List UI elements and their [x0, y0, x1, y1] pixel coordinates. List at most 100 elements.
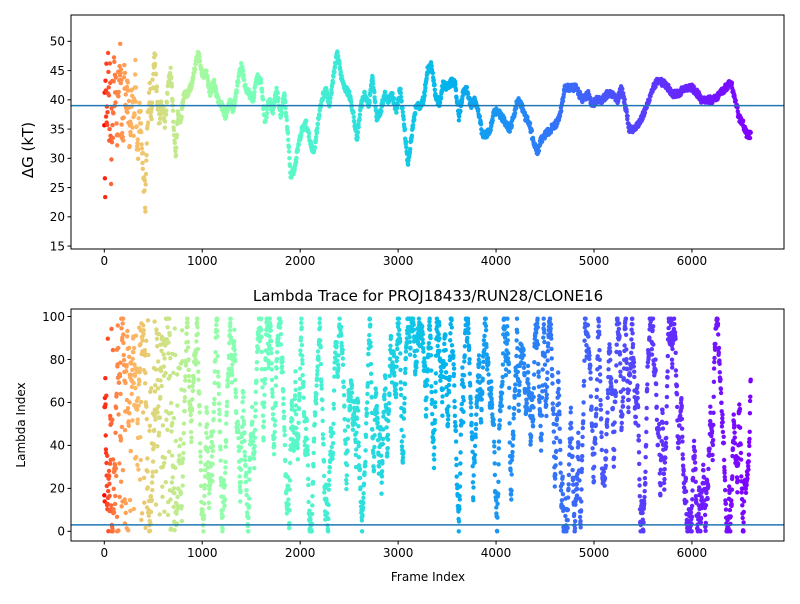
- lambda-point: [556, 370, 560, 374]
- delta-g-point: [139, 130, 143, 134]
- lambda-point: [510, 472, 514, 476]
- lambda-point: [537, 400, 541, 404]
- lambda-point: [541, 335, 545, 339]
- lambda-point: [165, 325, 169, 329]
- lambda-point: [213, 358, 217, 362]
- lambda-point: [571, 478, 575, 482]
- lambda-point: [397, 317, 401, 321]
- lambda-point: [332, 388, 336, 392]
- delta-g-point: [316, 122, 320, 126]
- lambda-point: [493, 461, 497, 465]
- delta-g-point: [328, 100, 332, 104]
- lambda-point: [542, 322, 546, 326]
- lambda-point: [129, 449, 133, 453]
- lambda-point: [190, 418, 194, 422]
- lambda-point: [401, 450, 405, 454]
- lambda-point: [256, 347, 260, 351]
- lambda-point: [467, 357, 471, 361]
- lambda-point: [125, 334, 129, 338]
- lambda-point: [223, 471, 227, 475]
- lambda-point: [274, 401, 278, 405]
- y-tick-label: 35: [50, 122, 65, 136]
- lambda-point: [144, 339, 148, 343]
- lambda-point: [583, 317, 587, 321]
- lambda-point: [397, 321, 401, 325]
- lambda-point: [164, 480, 168, 484]
- lambda-point: [374, 387, 378, 391]
- lambda-point: [144, 405, 148, 409]
- lambda-point: [399, 428, 403, 432]
- delta-g-point: [140, 146, 144, 150]
- lambda-point: [505, 324, 509, 328]
- lambda-point: [526, 382, 530, 386]
- delta-g-point: [399, 95, 403, 99]
- lambda-point: [189, 430, 193, 434]
- lambda-point: [320, 398, 324, 402]
- lambda-point: [608, 345, 612, 349]
- lambda-point: [110, 418, 114, 422]
- lambda-point: [345, 473, 349, 477]
- lambda-point: [103, 376, 107, 380]
- lambda-point: [473, 453, 477, 457]
- lambda-point: [327, 478, 331, 482]
- lambda-point: [463, 353, 467, 357]
- lambda-point: [580, 458, 584, 462]
- delta-g-point: [134, 100, 138, 104]
- lambda-point: [311, 464, 315, 468]
- lambda-point: [141, 410, 145, 414]
- delta-g-point: [110, 140, 114, 144]
- lambda-point: [550, 367, 554, 371]
- lambda-point: [142, 501, 146, 505]
- lambda-point: [288, 487, 292, 491]
- lambda-point: [482, 334, 486, 338]
- lambda-point: [415, 360, 419, 364]
- lambda-point: [312, 451, 316, 455]
- lambda-point: [594, 412, 598, 416]
- lambda-point: [107, 469, 111, 473]
- lambda-point: [606, 367, 610, 371]
- lambda-point: [441, 387, 445, 391]
- delta-g-point: [114, 75, 118, 79]
- delta-g-point: [422, 93, 426, 97]
- lambda-point: [209, 433, 213, 437]
- lambda-point: [113, 431, 117, 435]
- lambda-point: [469, 401, 473, 405]
- lambda-point: [360, 518, 364, 522]
- lambda-point: [311, 480, 315, 484]
- delta-g-point: [423, 86, 427, 90]
- lambda-point: [125, 329, 129, 333]
- lambda-point: [298, 377, 302, 381]
- lambda-point: [454, 439, 458, 443]
- lambda-point: [242, 439, 246, 443]
- lambda-point: [395, 347, 399, 351]
- lambda-point: [262, 425, 266, 429]
- lambda-point: [173, 466, 177, 470]
- lambda-point: [622, 343, 626, 347]
- delta-g-point: [453, 82, 457, 86]
- lambda-point: [514, 354, 518, 358]
- lambda-point: [545, 385, 549, 389]
- delta-g-point: [159, 99, 163, 103]
- delta-g-point: [285, 118, 289, 122]
- delta-g-point: [331, 81, 335, 85]
- lambda-point: [237, 474, 241, 478]
- lambda-point: [253, 414, 257, 418]
- lambda-point: [450, 343, 454, 347]
- lambda-point: [134, 455, 138, 459]
- lambda-point: [187, 368, 191, 372]
- delta-g-point: [107, 85, 111, 89]
- lambda-point: [247, 496, 251, 500]
- lambda-point: [127, 424, 131, 428]
- delta-g-point: [283, 106, 287, 110]
- delta-g-point: [432, 83, 436, 87]
- lambda-point: [109, 327, 113, 331]
- lambda-point: [553, 463, 557, 467]
- lambda-point: [634, 415, 638, 419]
- lambda-point: [343, 442, 347, 446]
- lambda-point: [190, 397, 194, 401]
- delta-g-point: [239, 61, 243, 65]
- lambda-point: [304, 427, 308, 431]
- lambda-point: [550, 356, 554, 360]
- lambda-point: [469, 413, 473, 417]
- delta-g-point: [136, 157, 140, 161]
